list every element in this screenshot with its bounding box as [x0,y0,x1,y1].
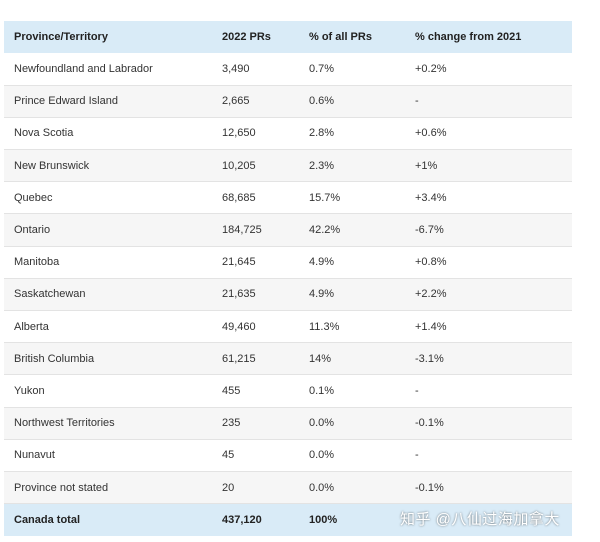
cell-prs: 12,650 [222,127,256,140]
cell-province: Saskatchewan [14,288,86,301]
cell-share: 0.0% [309,417,335,430]
cell-change: -0.1% [415,417,444,430]
cell-prs: 61,215 [222,352,256,365]
cell-prs: 49,460 [222,320,256,333]
cell-change: +0.2% [415,62,447,75]
cell-change: +0.8% [415,256,447,269]
table-row: British Columbia 61,215 14% -3.1% [4,342,572,375]
cell-prs: 10,205 [222,159,256,172]
table-footer: Canada total 437,120 100% [4,503,572,536]
cell-share: 0.1% [309,384,335,397]
table-row: Nunavut 45 0.0% - [4,439,572,472]
cell-change: +0.6% [415,127,447,140]
cell-prs: 3,490 [222,62,250,75]
cell-change: - [415,95,419,108]
cell-change: +2.2% [415,288,447,301]
header-2022-prs: 2022 PRs [222,31,271,43]
total-row: Canada total 437,120 100% [4,503,572,536]
header-row: Province/Territory 2022 PRs % of all PRs… [4,21,572,53]
cell-province: Yukon [14,384,45,397]
pr-by-province-table: Province/Territory 2022 PRs % of all PRs… [4,21,572,536]
table-row: Newfoundland and Labrador 3,490 0.7% +0.… [4,53,572,86]
cell-prs: 21,645 [222,256,256,269]
table-row: Alberta 49,460 11.3% +1.4% [4,310,572,343]
table-row: Saskatchewan 21,635 4.9% +2.2% [4,278,572,311]
cell-share: 2.3% [309,159,335,172]
cell-prs: 455 [222,384,241,397]
total-label: Canada total [14,513,81,526]
cell-share: 0.7% [309,62,335,75]
cell-province: Northwest Territories [14,417,115,430]
cell-province: Ontario [14,224,51,237]
cell-province: Nunavut [14,449,55,462]
cell-prs: 235 [222,417,241,430]
table-row: Yukon 455 0.1% - [4,374,572,408]
cell-share: 4.9% [309,256,335,269]
cell-share: 42.2% [309,224,341,237]
cell-prs: 184,725 [222,224,262,237]
cell-share: 11.3% [309,320,340,333]
header-percent-of-all: % of all PRs [309,31,372,43]
table-row: Prince Edward Island 2,665 0.6% - [4,85,572,118]
cell-province: Nova Scotia [14,127,74,140]
cell-province: Province not stated [14,481,109,494]
cell-share: 2.8% [309,127,335,140]
cell-province: Alberta [14,320,49,333]
cell-change: +3.4% [415,191,447,204]
cell-share: 14% [309,352,332,365]
total-share: 100% [309,513,338,526]
cell-change: +1.4% [415,320,447,333]
cell-prs: 68,685 [222,191,256,204]
cell-prs: 45 [222,449,235,462]
total-prs: 437,120 [222,513,262,526]
cell-province: Newfoundland and Labrador [14,62,153,75]
pr-table-container: Province/Territory 2022 PRs % of all PRs… [4,21,572,536]
cell-change: -0.1% [415,481,444,494]
cell-prs: 20 [222,481,235,494]
table-row: Northwest Territories 235 0.0% -0.1% [4,407,572,440]
cell-share: 0.0% [309,449,335,462]
cell-province: British Columbia [14,352,95,365]
cell-province: New Brunswick [14,159,90,172]
table-row: Manitoba 21,645 4.9% +0.8% [4,246,572,279]
table-row: Quebec 68,685 15.7% +3.4% [4,181,572,214]
header-province: Province/Territory [14,31,108,43]
cell-change: -3.1% [415,352,444,365]
cell-share: 4.9% [309,288,335,301]
table-row: Ontario 184,725 42.2% -6.7% [4,213,572,247]
cell-change: -6.7% [415,224,444,237]
cell-change: +1% [415,159,438,172]
table-body: Newfoundland and Labrador 3,490 0.7% +0.… [4,53,572,504]
cell-prs: 2,665 [222,95,250,108]
table-header: Province/Territory 2022 PRs % of all PRs… [4,21,572,53]
table-row: Province not stated 20 0.0% -0.1% [4,471,572,504]
cell-change: - [415,384,419,397]
cell-share: 15.7% [309,191,341,204]
cell-province: Quebec [14,191,53,204]
cell-province: Prince Edward Island [14,95,118,108]
table-row: New Brunswick 10,205 2.3% +1% [4,149,572,182]
cell-share: 0.0% [309,481,335,494]
cell-change: - [415,449,419,462]
cell-province: Manitoba [14,256,60,269]
zhihu-watermark: 知乎 @八仙过海加拿大 [400,511,560,528]
header-percent-change: % change from 2021 [415,31,522,43]
table-row: Nova Scotia 12,650 2.8% +0.6% [4,117,572,150]
cell-share: 0.6% [309,95,335,108]
cell-prs: 21,635 [222,288,256,301]
